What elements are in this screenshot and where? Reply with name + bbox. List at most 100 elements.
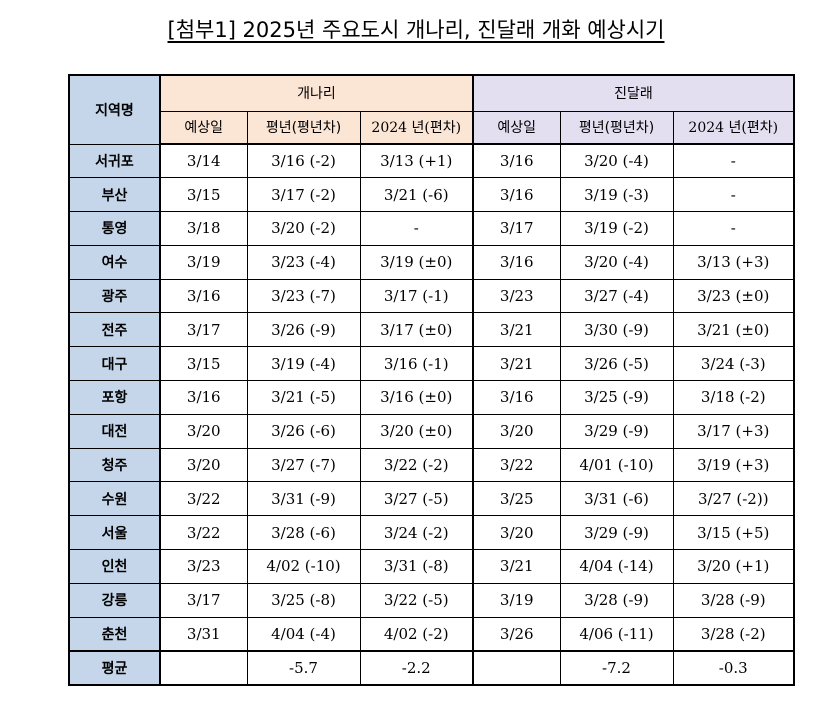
cell-azalea-2024: 3/15 (+5): [672, 515, 795, 551]
cell-azalea-expected: 3/23: [472, 278, 561, 314]
table-row: 수원 3/22 3/31 (-9) 3/27 (-5) 3/25 3/31 (-6) 3/2…: [68, 481, 795, 517]
region-name: 통영: [68, 211, 161, 246]
header-azalea-2024: 2024 년(편차): [672, 110, 795, 145]
region-name: 대구: [68, 346, 161, 382]
cell-forsythia-expected: 3/31: [159, 616, 248, 652]
cell-forsythia-normal: 3/26 (-6): [246, 413, 361, 449]
cell-azalea-normal: 3/29 (-9): [559, 413, 674, 449]
region-name: 수원: [68, 481, 161, 517]
cell-forsythia-expected: 3/17: [159, 312, 248, 348]
region-name: 대전: [68, 413, 161, 449]
region-name: 여수: [68, 244, 161, 280]
table-row: 서귀포 3/14 3/16 (-2) 3/13 (+1) 3/16 3/20 (-4) -: [68, 143, 795, 179]
cell-forsythia-normal: 3/31 (-9): [246, 481, 361, 517]
cell-azalea-normal: 3/26 (-5): [559, 346, 674, 382]
cell-azalea-normal: 3/20 (-4): [559, 143, 674, 179]
cell-forsythia-expected: 3/22: [159, 515, 248, 551]
table-row: 전주 3/17 3/26 (-9) 3/17 (±0) 3/21 3/30 (-9) 3/2…: [68, 312, 795, 348]
cell-forsythia-expected: 3/16: [159, 278, 248, 314]
cell-forsythia-normal: 3/17 (-2): [246, 177, 361, 213]
cell-forsythia-normal: 3/23 (-7): [246, 278, 361, 314]
cell-azalea-normal: 3/20 (-4): [559, 244, 674, 280]
cell-azalea-expected: 3/17: [472, 211, 561, 246]
region-name: 춘천: [68, 616, 161, 652]
cell-azalea-normal: -7.2: [559, 650, 674, 686]
cell-azalea-expected: 3/25: [472, 481, 561, 517]
cell-azalea-normal: 3/28 (-9): [559, 582, 674, 618]
cell-azalea-2024: 3/24 (-3): [672, 346, 795, 382]
table-row: 대전 3/20 3/26 (-6) 3/20 (±0) 3/20 3/29 (-9) 3/1…: [68, 413, 795, 449]
cell-azalea-expected: 3/22: [472, 447, 561, 483]
cell-forsythia-2024: 3/21 (-6): [359, 177, 474, 213]
cell-azalea-expected: 3/21: [472, 312, 561, 348]
cell-azalea-2024: -0.3: [672, 650, 795, 686]
cell-forsythia-2024: 3/16 (-1): [359, 346, 474, 382]
cell-azalea-2024: -: [672, 143, 795, 179]
table-body: 서귀포 3/14 3/16 (-2) 3/13 (+1) 3/16 3/20 (-4) - 부…: [68, 143, 795, 686]
table-row: 강릉 3/17 3/25 (-8) 3/22 (-5) 3/19 3/28 (-9) 3/2…: [68, 582, 795, 618]
header-azalea-expected: 예상일: [472, 110, 561, 145]
cell-azalea-expected: 3/20: [472, 515, 561, 551]
table-row: 대구 3/15 3/19 (-4) 3/16 (-1) 3/21 3/26 (-5) 3/2…: [68, 346, 795, 382]
cell-forsythia-expected: 3/19: [159, 244, 248, 280]
table-row: 춘천 3/31 4/04 (-4) 4/02 (-2) 3/26 4/06 (-11) 3/…: [68, 616, 795, 652]
cell-azalea-normal: 4/06 (-11): [559, 616, 674, 652]
cell-forsythia-normal: 3/25 (-8): [246, 582, 361, 618]
cell-azalea-normal: 3/27 (-4): [559, 278, 674, 314]
header-azalea: 진달래: [472, 74, 795, 112]
cell-forsythia-2024: 3/16 (±0): [359, 380, 474, 415]
cell-forsythia-2024: 3/27 (-5): [359, 481, 474, 517]
cell-forsythia-normal: 3/21 (-5): [246, 380, 361, 415]
cell-azalea-2024: 3/17 (+3): [672, 413, 795, 449]
cell-forsythia-2024: 3/20 (±0): [359, 413, 474, 449]
cell-forsythia-expected: 3/14: [159, 143, 248, 179]
region-name: 서울: [68, 515, 161, 551]
cell-forsythia-2024: 4/02 (-2): [359, 616, 474, 652]
cell-forsythia-2024: 3/19 (±0): [359, 244, 474, 280]
cell-forsythia-normal: 4/02 (-10): [246, 549, 361, 584]
table-row: 통영 3/18 3/20 (-2) -3/17 3/19 (-2) -: [68, 211, 795, 246]
cell-forsythia-normal: 3/19 (-4): [246, 346, 361, 382]
cell-forsythia-2024: 3/17 (±0): [359, 312, 474, 348]
page-title: [첨부1] 2025년 주요도시 개나리, 진달래 개화 예상시기: [167, 18, 665, 42]
header-forsythia-expected: 예상일: [159, 110, 248, 145]
cell-forsythia-2024: 3/22 (-2): [359, 447, 474, 483]
table-row: 부산 3/15 3/17 (-2) 3/21 (-6) 3/16 3/19 (-3) -: [68, 177, 795, 213]
cell-forsythia-2024: 3/13 (+1): [359, 143, 474, 179]
cell-forsythia-expected: 3/18: [159, 211, 248, 246]
cell-forsythia-expected: 3/15: [159, 177, 248, 213]
header-region: 지역명: [68, 74, 161, 145]
header-forsythia-normal: 평년(평년차): [246, 110, 361, 145]
cell-azalea-expected: 3/21: [472, 346, 561, 382]
table-row: 포항 3/16 3/21 (-5) 3/16 (±0) 3/16 3/25 (-9) 3/1…: [68, 380, 795, 415]
cell-forsythia-expected: 3/22: [159, 481, 248, 517]
cell-forsythia-expected: 3/20: [159, 413, 248, 449]
average-row: 평균 -5.7 -2.2 -7.2 -0.3: [68, 650, 795, 686]
cell-forsythia-2024: 3/31 (-8): [359, 549, 474, 584]
cell-azalea-2024: 3/21 (±0): [672, 312, 795, 348]
cell-forsythia-normal: 3/28 (-6): [246, 515, 361, 551]
cell-forsythia-expected: 3/16: [159, 380, 248, 415]
cell-azalea-2024: 3/27 (-2)): [672, 481, 795, 517]
region-name: 평균: [68, 650, 161, 686]
cell-azalea-normal: 4/04 (-14): [559, 549, 674, 584]
cell-azalea-2024: 3/18 (-2): [672, 380, 795, 415]
cell-forsythia-expected: 3/15: [159, 346, 248, 382]
cell-azalea-normal: 3/30 (-9): [559, 312, 674, 348]
cell-azalea-expected: 3/16: [472, 143, 561, 179]
table-row: 광주 3/16 3/23 (-7) 3/17 (-1) 3/23 3/27 (-4) 3/2…: [68, 278, 795, 314]
cell-azalea-normal: 3/25 (-9): [559, 380, 674, 415]
cell-forsythia-normal: 3/16 (-2): [246, 143, 361, 179]
cell-azalea-expected: 3/20: [472, 413, 561, 449]
cell-forsythia-normal: 3/27 (-7): [246, 447, 361, 483]
region-name: 부산: [68, 177, 161, 213]
cell-forsythia-expected: 3/17: [159, 582, 248, 618]
cell-azalea-normal: 3/31 (-6): [559, 481, 674, 517]
cell-forsythia-expected: [159, 650, 248, 686]
cell-azalea-2024: -: [672, 177, 795, 213]
cell-azalea-2024: 3/19 (+3): [672, 447, 795, 483]
cell-forsythia-normal: 3/23 (-4): [246, 244, 361, 280]
table-row: 서울 3/22 3/28 (-6) 3/24 (-2) 3/20 3/29 (-9) 3/1…: [68, 515, 795, 551]
cell-azalea-expected: 3/16: [472, 177, 561, 213]
region-name: 광주: [68, 278, 161, 314]
